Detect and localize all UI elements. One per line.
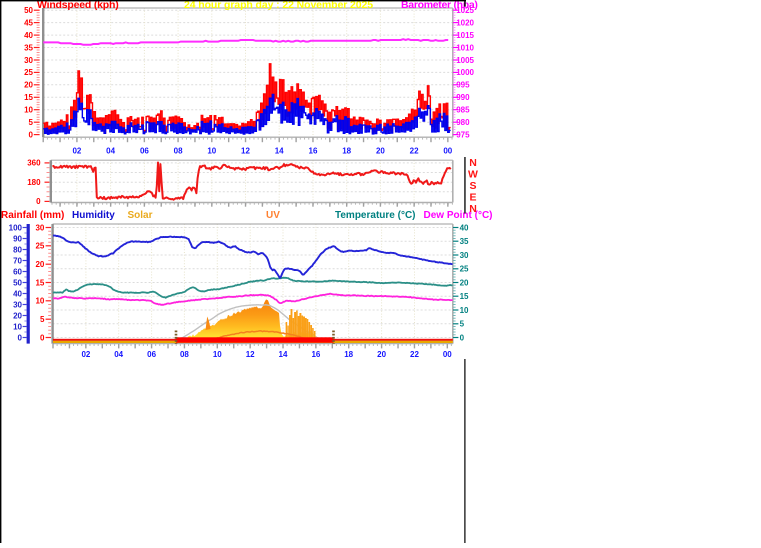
svg-text:20: 20 — [376, 147, 385, 156]
svg-text:12: 12 — [246, 350, 255, 359]
svg-text:08: 08 — [180, 350, 189, 359]
svg-text:360: 360 — [27, 159, 41, 168]
svg-text:25: 25 — [24, 68, 33, 77]
svg-text:20: 20 — [13, 311, 22, 320]
svg-text:20: 20 — [24, 81, 33, 90]
svg-text:15: 15 — [35, 278, 44, 287]
svg-text:04: 04 — [114, 350, 123, 359]
svg-text:30: 30 — [13, 300, 22, 309]
svg-text:25: 25 — [460, 265, 469, 274]
svg-text:995: 995 — [456, 81, 470, 90]
svg-text:N: N — [469, 203, 477, 215]
svg-text:1000: 1000 — [456, 68, 474, 77]
svg-text:5: 5 — [460, 320, 465, 329]
svg-text:5: 5 — [40, 315, 45, 324]
svg-text:02: 02 — [81, 350, 90, 359]
svg-text:10: 10 — [460, 306, 469, 315]
svg-text:35: 35 — [460, 237, 469, 246]
svg-text:180: 180 — [27, 178, 41, 187]
svg-text:W: W — [468, 169, 478, 181]
svg-text:0: 0 — [29, 130, 34, 139]
svg-text:06: 06 — [140, 147, 149, 156]
svg-text:22: 22 — [410, 147, 419, 156]
svg-text:S: S — [469, 180, 476, 192]
svg-text:00: 00 — [443, 147, 452, 156]
svg-text:5: 5 — [29, 118, 34, 127]
svg-text:25: 25 — [35, 242, 44, 251]
svg-text:60: 60 — [13, 267, 22, 276]
svg-text:22: 22 — [410, 350, 419, 359]
svg-text:Temperature (°C): Temperature (°C) — [335, 210, 416, 221]
svg-text:E: E — [469, 191, 476, 203]
svg-text:18: 18 — [342, 147, 351, 156]
svg-text:10: 10 — [24, 106, 33, 115]
svg-text:40: 40 — [460, 223, 469, 232]
svg-text:15: 15 — [460, 292, 469, 301]
svg-text:Dew Point (°C): Dew Point (°C) — [424, 210, 493, 221]
svg-text:1020: 1020 — [456, 18, 474, 27]
svg-text:35: 35 — [24, 43, 33, 52]
svg-text:50: 50 — [13, 278, 22, 287]
svg-text:00: 00 — [443, 350, 452, 359]
svg-text:30: 30 — [35, 223, 44, 232]
svg-text:0: 0 — [40, 333, 45, 342]
svg-text:15: 15 — [24, 93, 33, 102]
svg-text:02: 02 — [72, 147, 81, 156]
svg-text:40: 40 — [13, 289, 22, 298]
svg-text:1015: 1015 — [456, 31, 474, 40]
svg-text:10: 10 — [207, 147, 216, 156]
svg-text:Rainfall (mm): Rainfall (mm) — [1, 210, 64, 221]
svg-text:30: 30 — [460, 251, 469, 260]
svg-text:24 hour graph day : 22 Novembe: 24 hour graph day : 22 November 2025 — [184, 0, 373, 11]
svg-text:16: 16 — [309, 147, 318, 156]
svg-text:50: 50 — [24, 6, 33, 15]
svg-text:10: 10 — [35, 297, 44, 306]
svg-text:0: 0 — [460, 333, 465, 342]
svg-text:0: 0 — [36, 197, 41, 206]
svg-text:04: 04 — [106, 147, 115, 156]
svg-text:985: 985 — [456, 106, 470, 115]
svg-text:Humidity: Humidity — [72, 210, 115, 221]
svg-text:70: 70 — [13, 256, 22, 265]
svg-text:1025: 1025 — [456, 6, 474, 15]
svg-text:Solar: Solar — [128, 210, 153, 221]
svg-text:20: 20 — [377, 350, 386, 359]
svg-text:40: 40 — [24, 31, 33, 40]
svg-text:06: 06 — [147, 350, 156, 359]
svg-text:Windspeed (kph): Windspeed (kph) — [37, 0, 119, 11]
svg-text:14: 14 — [275, 147, 284, 156]
svg-text:UV: UV — [266, 210, 280, 221]
svg-text:10: 10 — [213, 350, 222, 359]
svg-text:20: 20 — [35, 260, 44, 269]
svg-text:45: 45 — [24, 18, 33, 27]
svg-text:975: 975 — [456, 130, 470, 139]
svg-text:1010: 1010 — [456, 43, 474, 52]
svg-text:30: 30 — [24, 56, 33, 65]
svg-text:Barometer (hpa): Barometer (hpa) — [401, 0, 478, 11]
svg-text:80: 80 — [13, 245, 22, 254]
svg-text:1005: 1005 — [456, 56, 474, 65]
svg-text:14: 14 — [279, 350, 288, 359]
svg-text:N: N — [469, 157, 477, 169]
svg-text:100: 100 — [9, 223, 23, 232]
svg-text:990: 990 — [456, 93, 470, 102]
svg-text:08: 08 — [174, 147, 183, 156]
svg-text:12: 12 — [241, 147, 250, 156]
svg-text:18: 18 — [344, 350, 353, 359]
svg-text:10: 10 — [13, 322, 22, 331]
svg-text:980: 980 — [456, 118, 470, 127]
svg-text:90: 90 — [13, 234, 22, 243]
svg-text:16: 16 — [311, 350, 320, 359]
svg-text:20: 20 — [460, 278, 469, 287]
svg-text:0: 0 — [18, 333, 23, 342]
